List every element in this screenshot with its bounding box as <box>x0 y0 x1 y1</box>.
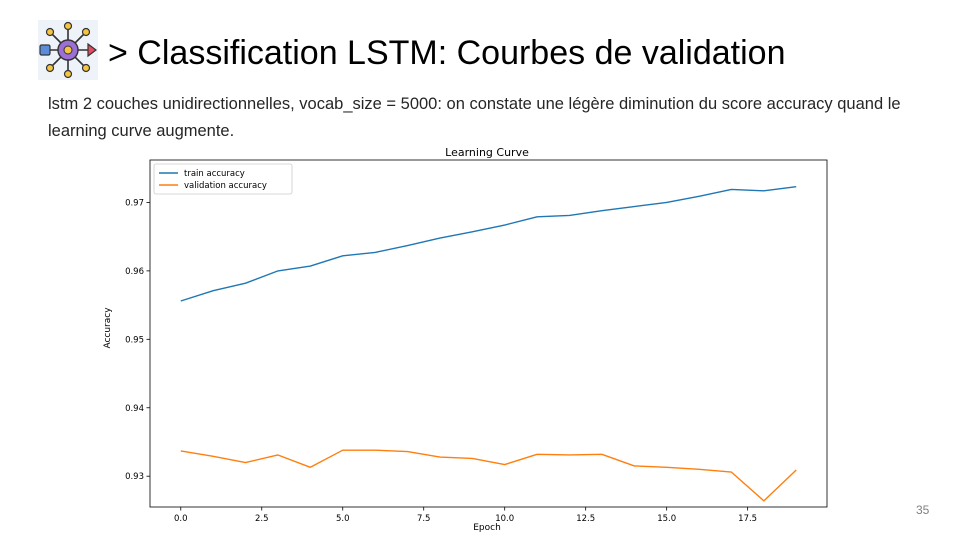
y-axis-label: Accuracy <box>103 307 113 349</box>
series-line-train-accuracy <box>180 185 797 302</box>
learning-curve-chart: Learning Curve 0.0 2.5 5.0 7.5 10.0 12.5 15.0 1… <box>103 146 828 533</box>
x-tick-label: 12.5 <box>576 514 595 524</box>
plot-frame <box>149 159 828 508</box>
page-title: > Classification LSTM: Courbes de valida… <box>108 34 786 72</box>
chart-title: Learning Curve <box>445 146 529 159</box>
x-tick-label: 5.0 <box>336 514 350 524</box>
x-tick-label: 17.5 <box>738 514 757 524</box>
legend-label: validation accuracy <box>184 181 267 191</box>
neural-network-logo-icon <box>38 20 98 80</box>
y-tick-label: 0.93 <box>125 472 144 482</box>
y-tick-label: 0.94 <box>125 404 144 414</box>
y-tick-label: 0.95 <box>125 335 144 345</box>
x-tick-label: 10.0 <box>495 514 514 524</box>
slide-description: lstm 2 couches unidirectionnelles, vocab… <box>48 95 901 140</box>
series-line-validation-accuracy <box>180 449 797 502</box>
y-tick-label: 0.96 <box>125 267 144 277</box>
legend-label: train accuracy <box>184 169 245 179</box>
y-tick-label: 0.97 <box>125 198 144 208</box>
x-axis-label: Epoch <box>473 523 501 533</box>
x-tick-label: 0.0 <box>174 514 188 524</box>
x-tick-label: 2.5 <box>255 514 269 524</box>
x-tick-label: 7.5 <box>417 514 431 524</box>
page-number: 35 <box>916 503 930 517</box>
x-tick-label: 15.0 <box>657 514 676 524</box>
legend-box <box>153 163 293 195</box>
